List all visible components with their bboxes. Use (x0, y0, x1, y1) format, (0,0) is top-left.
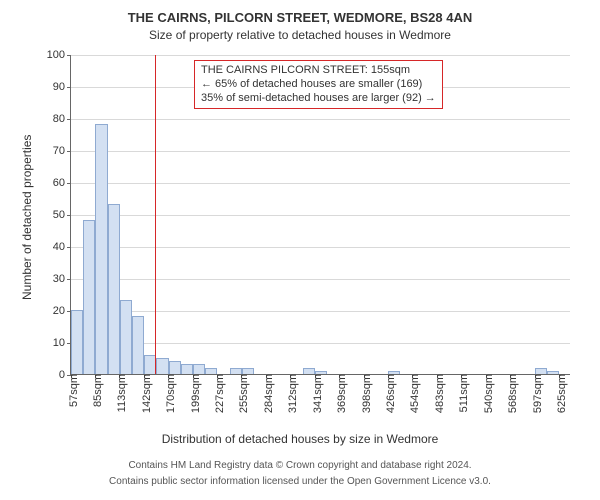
histogram-bar (71, 310, 83, 374)
y-tick: 50 (53, 209, 71, 221)
callout-line: 35% of semi-detached houses are larger (… (201, 92, 436, 106)
x-tick-label: 142sqm (135, 374, 153, 413)
histogram-bar (156, 358, 168, 374)
gridline (71, 183, 570, 184)
property-size-chart: THE CAIRNS, PILCORN STREET, WEDMORE, BS2… (0, 0, 600, 500)
gridline (71, 311, 570, 312)
reference-line (155, 55, 156, 374)
attribution-line-1: Contains HM Land Registry data © Crown c… (0, 460, 600, 471)
gridline (71, 55, 570, 56)
x-tick-label: 454sqm (403, 374, 421, 413)
histogram-bar (83, 220, 95, 374)
gridline (71, 215, 570, 216)
x-tick-label: 85sqm (86, 374, 104, 407)
y-tick: 20 (53, 305, 71, 317)
gridline (71, 279, 570, 280)
gridline (71, 343, 570, 344)
histogram-bar (108, 204, 120, 374)
x-tick-label: 341sqm (306, 374, 324, 413)
gridline (71, 247, 570, 248)
y-tick: 60 (53, 177, 71, 189)
callout-box: THE CAIRNS PILCORN STREET: 155sqm← 65% o… (194, 60, 443, 109)
x-tick-label: 170sqm (159, 374, 177, 413)
plot-area: 010203040506070809010057sqm85sqm113sqm14… (70, 55, 570, 375)
chart-title: THE CAIRNS, PILCORN STREET, WEDMORE, BS2… (0, 10, 600, 25)
x-tick-label: 255sqm (232, 374, 250, 413)
histogram-bar (181, 364, 193, 374)
x-tick-label: 540sqm (477, 374, 495, 413)
x-tick-label: 113sqm (110, 374, 128, 412)
x-tick-label: 398sqm (355, 374, 373, 413)
x-tick-label: 284sqm (257, 374, 275, 413)
x-tick-label: 511sqm (452, 374, 470, 412)
attribution-line-2: Contains public sector information licen… (0, 476, 600, 487)
y-tick: 70 (53, 145, 71, 157)
chart-subtitle: Size of property relative to detached ho… (0, 28, 600, 42)
y-axis-label: Number of detached properties (20, 135, 34, 300)
x-tick-label: 312sqm (281, 374, 299, 413)
x-tick-label: 568sqm (501, 374, 519, 413)
histogram-bar (169, 361, 181, 374)
x-tick-label: 369sqm (330, 374, 348, 413)
x-axis-label: Distribution of detached houses by size … (0, 432, 600, 446)
x-tick-label: 597sqm (526, 374, 544, 413)
histogram-bar (132, 316, 144, 374)
callout-line: ← 65% of detached houses are smaller (16… (201, 78, 436, 92)
y-tick: 80 (53, 113, 71, 125)
gridline (71, 119, 570, 120)
histogram-bar (193, 364, 205, 374)
x-tick-label: 199sqm (184, 374, 202, 413)
x-tick-label: 625sqm (550, 374, 568, 413)
y-tick: 10 (53, 337, 71, 349)
x-tick-label: 227sqm (208, 374, 226, 413)
callout-line: THE CAIRNS PILCORN STREET: 155sqm (201, 64, 436, 78)
x-tick-label: 57sqm (62, 374, 80, 407)
y-tick: 30 (53, 273, 71, 285)
y-tick: 90 (53, 81, 71, 93)
histogram-bar (120, 300, 132, 374)
y-tick: 100 (47, 49, 71, 61)
y-tick: 40 (53, 241, 71, 253)
histogram-bar (95, 124, 107, 374)
x-tick-label: 426sqm (379, 374, 397, 413)
x-tick-label: 483sqm (428, 374, 446, 413)
gridline (71, 151, 570, 152)
